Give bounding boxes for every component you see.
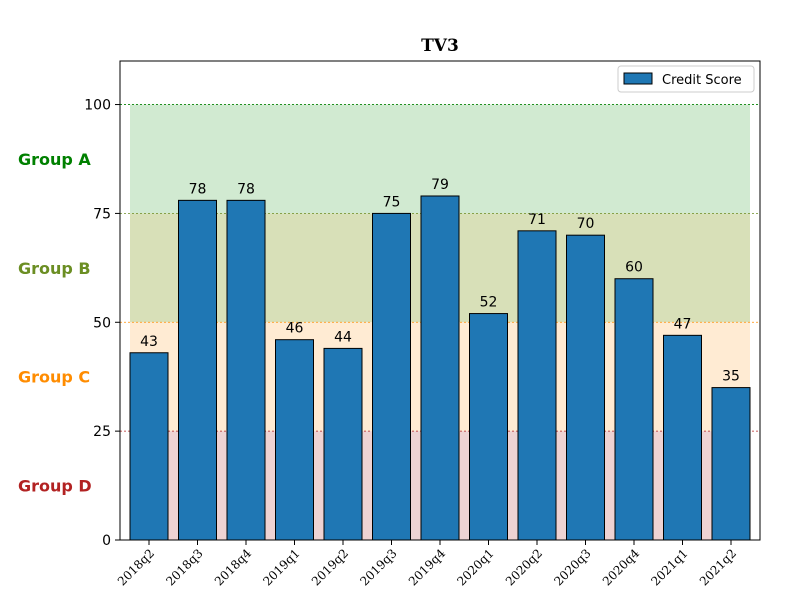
- bar-value-label: 60: [625, 260, 643, 276]
- y-tick-label: 100: [84, 98, 111, 114]
- bar-value-label: 47: [674, 316, 692, 332]
- y-tick-label: 75: [93, 206, 111, 222]
- bar-2018q4: [226, 199, 266, 541]
- bar-value-label: 43: [140, 334, 158, 350]
- bar-value-label: 78: [237, 181, 255, 197]
- bar-2020q4: [614, 278, 654, 541]
- x-tick-label: 2018q2: [115, 546, 157, 588]
- y-tick-label: 25: [93, 424, 111, 440]
- bar-value-label: 44: [334, 329, 352, 345]
- x-tick-label: 2019q2: [309, 546, 351, 588]
- x-tick-label: 2021q2: [697, 546, 739, 588]
- group-labels: Group A Group B Group C Group D: [18, 150, 92, 496]
- bar-value-label: 52: [480, 295, 498, 311]
- bar-labels-layer: 43 78 78 46 44 75 79 52 71 70 60 47 35: [140, 177, 740, 385]
- bar-value-label: 78: [189, 181, 207, 197]
- x-tick-label: 2021q1: [648, 546, 690, 588]
- y-tick-label: 0: [102, 533, 111, 549]
- x-tick-label: 2018q3: [163, 546, 205, 588]
- bar-value-label: 79: [431, 177, 449, 193]
- bar-value-label: 75: [383, 194, 401, 210]
- bar-2021q2: [711, 387, 751, 541]
- bar-2018q2: [129, 352, 169, 541]
- legend: Credit Score: [617, 65, 755, 93]
- x-tick-label: 2019q4: [406, 546, 449, 589]
- legend-swatch: [623, 72, 653, 85]
- bar-2019q1: [275, 339, 314, 541]
- y-tick-label: 50: [93, 315, 111, 331]
- group-label: Group A: [18, 150, 91, 169]
- bar-2020q2: [517, 230, 557, 541]
- x-tick-label: 2019q3: [357, 546, 399, 588]
- bar-2019q2: [323, 347, 363, 541]
- bars-layer: [129, 195, 751, 541]
- group-label: Group D: [18, 477, 92, 496]
- band-group-a: [130, 104, 750, 214]
- group-label: Group B: [18, 259, 91, 278]
- bar-value-label: 71: [528, 212, 546, 228]
- bar-2019q4: [420, 195, 460, 541]
- chart-title: TV3: [421, 36, 459, 56]
- x-axis: 2018q2 2018q3 2018q4 2019q1 2019q2 2019q3 2019…: [115, 540, 739, 589]
- bar-value-label: 70: [577, 216, 595, 232]
- bar-2021q1: [663, 334, 702, 541]
- bar-2020q1: [469, 313, 508, 541]
- bar-2018q3: [178, 199, 217, 541]
- bar-2020q3: [566, 234, 605, 541]
- y-axis: 0 25 50 75 100: [84, 98, 120, 549]
- x-tick-label: 2020q3: [551, 546, 593, 588]
- legend-label: Credit Score: [662, 73, 742, 88]
- group-label: Group C: [18, 368, 90, 387]
- x-tick-label: 2020q4: [600, 546, 643, 589]
- x-tick-label: 2019q1: [260, 546, 302, 588]
- x-tick-label: 2018q4: [212, 546, 255, 589]
- x-tick-label: 2020q2: [503, 546, 545, 588]
- bar-value-label: 35: [722, 369, 740, 385]
- x-tick-label: 2020q1: [454, 546, 496, 588]
- bar-value-label: 46: [286, 321, 304, 337]
- bar-2019q3: [372, 212, 411, 541]
